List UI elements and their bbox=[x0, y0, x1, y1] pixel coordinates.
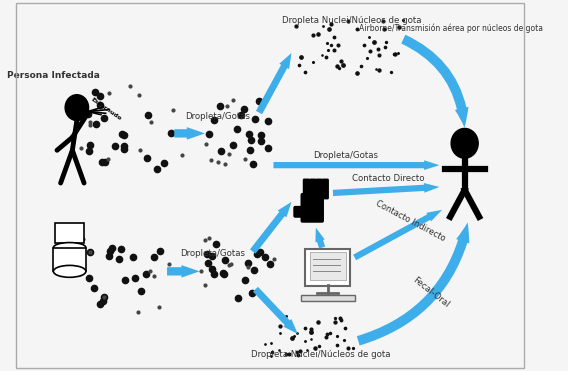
FancyBboxPatch shape bbox=[310, 253, 345, 280]
FancyBboxPatch shape bbox=[293, 206, 308, 218]
FancyBboxPatch shape bbox=[321, 178, 329, 199]
FancyArrowPatch shape bbox=[353, 210, 442, 260]
Bar bbox=[53, 247, 86, 271]
FancyArrowPatch shape bbox=[401, 35, 469, 128]
FancyBboxPatch shape bbox=[315, 178, 323, 199]
Ellipse shape bbox=[53, 243, 86, 253]
Text: Contacto Directo: Contacto Directo bbox=[352, 174, 424, 183]
FancyArrowPatch shape bbox=[256, 53, 291, 114]
Text: Contacto Indirecto: Contacto Indirecto bbox=[374, 199, 447, 244]
FancyArrowPatch shape bbox=[253, 287, 298, 334]
Text: Dropleta/Gotas: Dropleta/Gotas bbox=[313, 151, 378, 160]
Text: Dropleta/Gotas: Dropleta/Gotas bbox=[185, 112, 250, 121]
FancyBboxPatch shape bbox=[309, 178, 316, 199]
Circle shape bbox=[65, 95, 89, 121]
Text: Estornudo: Estornudo bbox=[90, 97, 122, 121]
FancyArrowPatch shape bbox=[174, 127, 205, 139]
FancyBboxPatch shape bbox=[305, 249, 350, 286]
FancyArrowPatch shape bbox=[333, 183, 440, 196]
FancyArrowPatch shape bbox=[357, 223, 469, 345]
FancyArrowPatch shape bbox=[273, 160, 440, 170]
Text: Fecal-Oral: Fecal-Oral bbox=[411, 275, 450, 309]
FancyArrowPatch shape bbox=[167, 265, 199, 278]
FancyBboxPatch shape bbox=[300, 193, 324, 223]
Circle shape bbox=[451, 128, 478, 158]
Text: Dropleta Nuclei/Núcleos de gota: Dropleta Nuclei/Núcleos de gota bbox=[251, 350, 390, 359]
Text: Dropleta Nuclei/Núcleos de gota: Dropleta Nuclei/Núcleos de gota bbox=[282, 16, 422, 25]
FancyArrowPatch shape bbox=[315, 228, 325, 249]
Text: Persona Infectada: Persona Infectada bbox=[7, 71, 100, 80]
Bar bbox=[55, 223, 84, 243]
Text: Airborne/Transmisión aérea por núcleos de gota: Airborne/Transmisión aérea por núcleos d… bbox=[359, 24, 543, 33]
FancyBboxPatch shape bbox=[300, 295, 354, 301]
FancyArrowPatch shape bbox=[250, 202, 291, 254]
Text: Dropleta/Gotas: Dropleta/Gotas bbox=[181, 249, 245, 259]
FancyBboxPatch shape bbox=[303, 178, 310, 199]
Ellipse shape bbox=[53, 265, 86, 277]
